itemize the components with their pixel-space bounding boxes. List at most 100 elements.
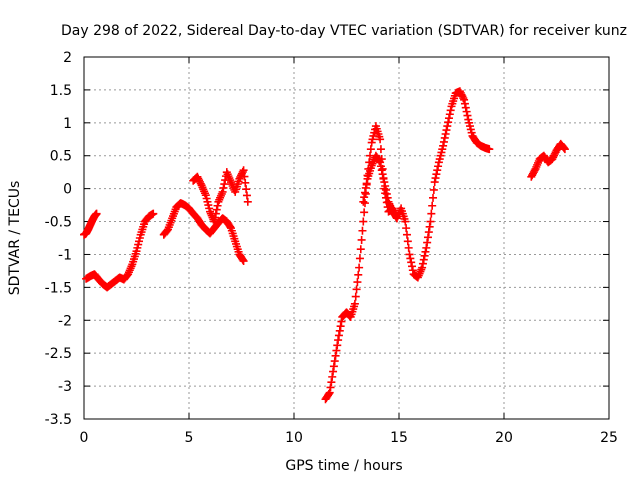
data-point-marker [460,99,469,108]
data-point-marker [238,167,247,176]
data-point-marker [360,193,369,202]
data-point-marker [420,251,429,260]
y-tick-label: 0.5 [50,149,72,165]
data-point-marker [444,114,453,123]
data-point-marker [360,208,369,217]
data-point-marker [331,351,340,360]
data-point-marker [383,193,392,202]
data-point-marker [196,179,205,188]
data-point-marker [439,141,448,150]
data-point-marker [362,179,371,188]
data-point-marker [149,209,158,218]
data-point-marker [242,185,251,194]
x-axis-label: GPS time / hours [285,458,402,474]
data-point-marker [425,222,434,231]
y-tick-label: -3.5 [45,412,72,428]
data-point-marker [379,174,388,183]
data-point-marker [422,243,431,252]
data-points [80,87,569,404]
data-point-marker [366,145,375,154]
x-tick-label: 0 [80,430,89,446]
data-point-marker [356,245,365,254]
data-point-marker [92,209,101,218]
x-tick-label: 5 [185,430,194,446]
data-point-marker [442,126,451,135]
data-point-marker [426,217,435,226]
data-point-marker [530,166,539,175]
x-tick-label: 20 [495,430,513,446]
data-point-marker [460,95,469,104]
y-tick-label: 1 [63,116,72,132]
plot-frame [83,56,610,420]
data-point-marker [401,217,410,226]
data-point-marker [423,233,432,242]
data-point-marker [461,103,470,112]
data-point-marker [359,217,368,226]
data-point-marker [434,162,443,171]
data-point-marker [210,217,219,226]
y-tick-label: -1 [58,247,72,263]
data-point-marker [560,144,569,153]
y-tick-label: 0 [63,182,72,198]
data-point-marker [402,230,411,239]
data-point-marker [376,135,385,144]
data-point-marker [406,254,415,263]
data-point-marker [352,285,361,294]
data-point-marker [360,199,369,208]
data-point-marker [345,312,354,321]
data-point-marker [359,197,368,206]
data-point-marker [241,178,250,187]
y-axis-label: SDTVAR / TECUs [7,181,23,296]
data-point-marker [440,133,449,142]
y-tick-label: -0.5 [45,215,72,231]
data-point-marker [428,201,437,210]
data-point-marker [212,205,221,214]
data-point-marker [375,156,384,165]
data-point-marker [238,255,247,264]
data-point-marker [328,372,337,381]
data-point-marker [408,266,417,275]
data-point-marker [333,341,342,350]
data-point-marker [360,188,369,197]
data-point-marker [220,180,229,189]
data-point-marker [421,247,430,256]
x-tick-label: 10 [285,430,303,446]
data-point-marker [429,193,438,202]
data-point-marker [418,259,427,268]
data-point-marker [239,166,248,175]
data-point-marker [445,110,454,119]
data-point-marker [382,189,391,198]
data-point-marker [444,118,453,127]
data-point-marker [376,145,385,154]
y-tick-label: -2.5 [45,346,72,362]
data-point-marker [355,263,364,272]
data-point-marker [376,158,385,167]
data-point-marker [330,357,339,366]
data-point-marker [443,122,452,131]
data-point-marker [403,237,412,246]
data-point-marker [243,197,252,206]
data-point-marker [380,178,389,187]
data-point-marker [405,250,414,259]
data-point-marker [423,238,432,247]
data-point-marker [325,388,334,397]
data-point-marker [402,224,411,233]
data-point-marker [324,389,333,398]
data-point-marker [336,322,345,331]
data-point-marker [418,263,427,272]
data-point-marker [226,222,235,231]
data-point-marker [361,183,370,192]
x-axis: 0 5 10 15 20 25 [80,57,618,446]
data-point-marker [358,226,367,235]
data-point-marker [242,191,251,200]
data-point-marker [431,174,440,183]
data-point-marker [377,166,386,175]
data-point-marker [424,228,433,237]
data-point-marker [329,362,338,371]
data-point-marker [432,170,441,179]
data-point-marker [335,326,344,335]
data-point-marker [407,258,416,267]
data-point-marker [404,243,413,252]
data-point-marker [239,257,248,266]
